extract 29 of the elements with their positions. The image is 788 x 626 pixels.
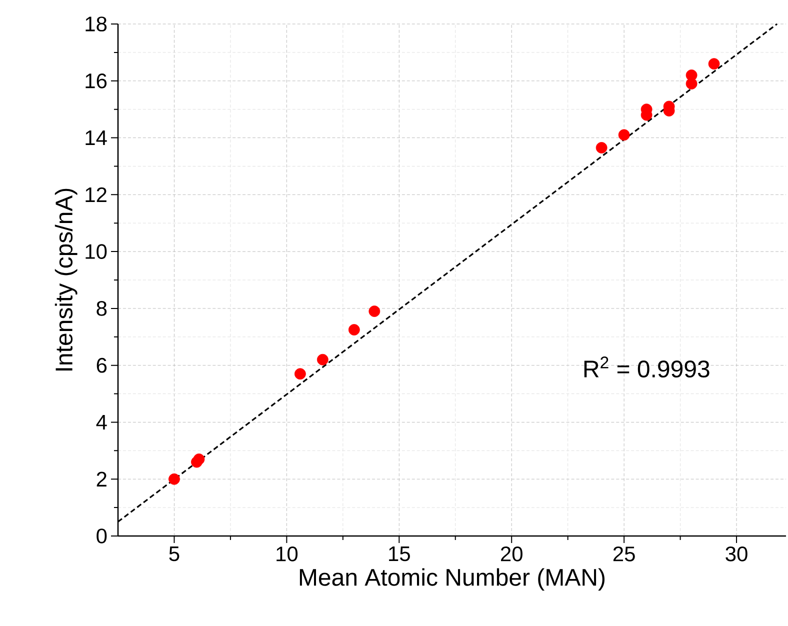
x-tick-label: 5 [169,546,180,562]
point [708,58,720,70]
y-tick-label: 8 [96,301,107,316]
x-tick-label: 30 [726,546,748,562]
point [618,129,630,141]
y-tick-label: 0 [96,528,107,544]
y-tick-label: 14 [86,130,107,145]
y-tick-label: 16 [86,73,107,88]
point [348,324,360,336]
point [596,142,608,154]
y-tick-label: 6 [96,358,107,373]
x-tick-label: 10 [276,546,298,562]
point [193,454,205,465]
y-axis-title: Intensity (cps/nA) [54,188,78,370]
x-axis-title: Mean Atomic Number (MAN) [300,568,604,591]
x-tick-label: 25 [613,546,635,562]
point [294,368,306,380]
y-tick-label: 4 [96,414,107,430]
x-tick-label: 20 [500,546,522,562]
y-tick-label: 2 [96,472,106,486]
point [686,69,698,81]
point [316,354,328,366]
y-tick-label: 18 [86,16,107,32]
x-tick-label: 15 [389,546,410,562]
point [368,306,380,317]
annotation: R$^{2}$ = 0.9993 [584,356,710,378]
y-tick-label: 12 [86,187,106,202]
y-tick-label: 10 [86,244,107,259]
point [168,473,180,485]
